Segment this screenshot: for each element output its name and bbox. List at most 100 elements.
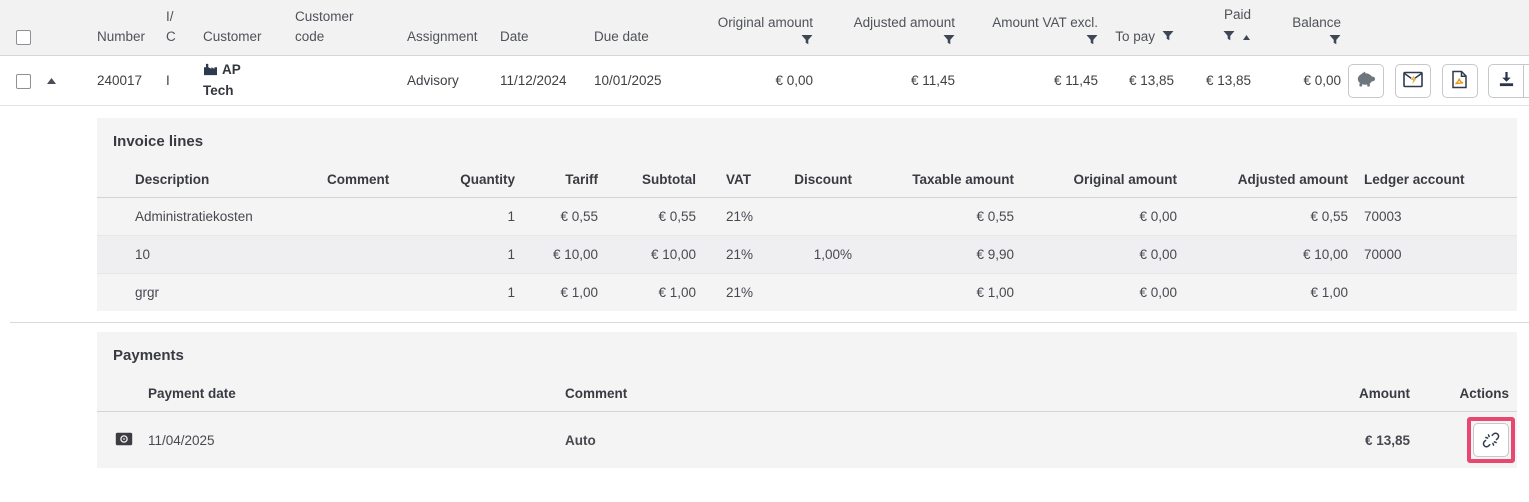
invoice-row[interactable]: 240017 I AP Tech Advisory 11/12/2024 10/… <box>0 55 1529 107</box>
payments-card: Payments Payment date Comment Amount Act… <box>97 332 1517 469</box>
line-adjusted: € 10,00 <box>1177 235 1348 275</box>
line-description: grgr <box>135 285 160 301</box>
filter-icon[interactable] <box>1223 30 1235 42</box>
line-subtotal: € 10,00 <box>598 235 696 275</box>
select-all-checkbox[interactable] <box>16 29 31 45</box>
line-description: 10 <box>97 235 327 275</box>
company-icon <box>203 64 218 79</box>
payments-table: Payment date Comment Amount Actions 11/0… <box>97 379 1517 468</box>
sort-asc-icon <box>1242 27 1251 47</box>
col-amount-vat-excl: Amount VAT excl. <box>955 0 1098 57</box>
line-adjusted: € 0,55 <box>1177 197 1348 237</box>
payment-piggy-bank-button[interactable] <box>1348 63 1384 98</box>
envelope-flash-icon <box>1402 71 1423 91</box>
col-ic: I/ C <box>166 0 203 57</box>
line-discount <box>774 197 852 237</box>
view-pdf-button[interactable] <box>1441 63 1478 98</box>
line-taxable: € 1,00 <box>976 285 1014 301</box>
payment-comment: Auto <box>565 432 596 448</box>
col-customer-code: Customer code <box>295 0 407 57</box>
line-description: Administratiekosten <box>97 197 327 237</box>
invoice-line-row: Administratiekosten 1 € 0,55 € 0,55 21% … <box>97 197 1517 237</box>
payment-date: 11/04/2025 <box>148 432 215 448</box>
line-vat: 21% <box>696 235 774 275</box>
line-discount <box>774 274 852 312</box>
filter-icon[interactable] <box>1162 30 1174 42</box>
line-ledger: 70000 <box>1348 235 1517 275</box>
invoice-lines-card: Invoice lines Description Comment Quanti… <box>97 118 1517 312</box>
payments-header-row: Payment date Comment Amount Actions <box>97 379 1517 413</box>
line-discount: 1,00% <box>774 235 852 275</box>
cell-amount-vat-excl: € 11,45 <box>955 55 1098 107</box>
filter-icon[interactable] <box>801 34 813 46</box>
col-original-amount: Original amount <box>712 0 813 57</box>
line-comment <box>327 235 449 275</box>
file-pdf-icon <box>1451 70 1468 92</box>
line-original: € 0,00 <box>1139 285 1177 301</box>
invoice-detail-panel: Invoice lines Description Comment Quanti… <box>0 106 1529 469</box>
col-due-date: Due date <box>594 0 712 57</box>
cell-assignment: Advisory <box>407 55 500 107</box>
invoice-line-row: grgr 1 € 1,00 € 1,00 21% € 1,00 € 0,00 €… <box>97 274 1517 312</box>
download-options-button[interactable] <box>1524 63 1529 98</box>
cell-paid: € 13,85 <box>1174 55 1251 107</box>
col-to-pay: To pay <box>1098 0 1174 57</box>
invoice-line-row: 10 1 € 10,00 € 10,00 21% 1,00% € 9,90 € … <box>97 235 1517 275</box>
row-checkbox[interactable] <box>16 73 31 89</box>
payment-row: 11/04/2025 Auto € 13,85 <box>97 412 1517 469</box>
filter-icon[interactable] <box>1329 34 1341 46</box>
click-highlight-annotation <box>1467 417 1515 464</box>
section-divider <box>10 322 1529 324</box>
col-customer: Customer <box>203 0 295 57</box>
col-number: Number <box>97 0 166 57</box>
cell-balance: € 0,00 <box>1251 55 1341 107</box>
download-split-button <box>1488 63 1529 98</box>
line-adjusted: € 1,00 <box>1310 285 1348 301</box>
col-balance: Balance <box>1251 0 1341 57</box>
line-quantity: 1 <box>449 235 515 275</box>
col-adjusted-amount: Adjusted amount <box>813 0 955 57</box>
list-header-row: Number I/ C Customer Customer code Assig… <box>0 0 1529 57</box>
line-ledger <box>1348 274 1517 312</box>
collapse-row-icon[interactable] <box>40 73 57 88</box>
invoice-lines-title: Invoice lines <box>113 133 204 151</box>
line-vat: 21% <box>696 197 774 237</box>
unlink-icon <box>1482 431 1500 449</box>
send-reminder-button[interactable] <box>1394 63 1431 98</box>
payments-title: Payments <box>113 347 184 365</box>
line-ledger: 70003 <box>1348 197 1517 237</box>
cell-adjusted-amount: € 11,45 <box>813 55 955 107</box>
download-icon <box>1498 71 1515 91</box>
col-date: Date <box>500 0 594 57</box>
cell-number: 240017 <box>97 55 166 107</box>
download-button[interactable] <box>1488 63 1525 98</box>
line-comment <box>327 197 449 237</box>
invoice-list-table: Number I/ C Customer Customer code Assig… <box>0 0 1529 107</box>
line-subtotal: € 0,55 <box>598 197 696 237</box>
payment-amount: € 13,85 <box>1364 432 1410 448</box>
invoice-lines-header-row: Description Comment Quantity Tariff Subt… <box>97 165 1517 199</box>
customer-link[interactable]: AP Tech <box>203 62 241 98</box>
cell-ic: I <box>166 55 203 107</box>
filter-icon[interactable] <box>1086 34 1098 46</box>
unlink-payment-button[interactable] <box>1473 423 1509 458</box>
line-taxable: € 0,55 <box>852 197 1014 237</box>
cell-to-pay: € 13,85 <box>1098 55 1174 107</box>
cell-original-amount: € 0,00 <box>712 55 813 107</box>
line-vat: 21% <box>726 285 754 301</box>
cell-customer-code <box>295 55 407 107</box>
line-tariff: € 10,00 <box>515 235 598 275</box>
line-subtotal: € 1,00 <box>658 285 696 301</box>
line-original: € 0,00 <box>1014 235 1177 275</box>
line-taxable: € 9,90 <box>852 235 1014 275</box>
row-actions <box>1341 55 1529 107</box>
cell-date: 11/12/2024 <box>500 55 594 107</box>
filter-icon[interactable] <box>943 34 955 46</box>
invoice-lines-table: Description Comment Quantity Tariff Subt… <box>97 165 1517 311</box>
line-quantity: 1 <box>449 197 515 237</box>
line-comment <box>327 274 449 312</box>
cell-due-date: 10/01/2025 <box>594 55 712 107</box>
line-tariff: € 1,00 <box>560 285 598 301</box>
line-quantity: 1 <box>507 285 515 301</box>
col-assignment: Assignment <box>407 0 500 57</box>
